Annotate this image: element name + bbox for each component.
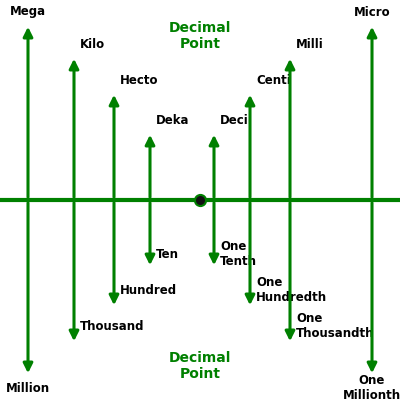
Text: Hecto: Hecto <box>120 74 158 86</box>
Text: Milli: Milli <box>296 38 324 50</box>
Text: One
Tenth: One Tenth <box>220 240 257 268</box>
Text: Decimal
Point: Decimal Point <box>169 21 231 51</box>
Text: One
Thousandth: One Thousandth <box>296 312 374 340</box>
Text: Kilo: Kilo <box>80 38 105 50</box>
Text: Ten: Ten <box>156 248 179 260</box>
Text: Micro: Micro <box>354 6 390 18</box>
Text: Hundred: Hundred <box>120 284 177 296</box>
Text: Thousand: Thousand <box>80 320 144 332</box>
Text: Deka: Deka <box>156 114 190 126</box>
Text: One
Hundredth: One Hundredth <box>256 276 327 304</box>
Text: Decimal
Point: Decimal Point <box>169 351 231 381</box>
Text: Centi: Centi <box>256 74 291 86</box>
Text: One
Millionth: One Millionth <box>343 374 400 400</box>
Text: Deci: Deci <box>220 114 249 126</box>
Text: Million: Million <box>6 382 50 394</box>
Text: Mega: Mega <box>10 6 46 18</box>
